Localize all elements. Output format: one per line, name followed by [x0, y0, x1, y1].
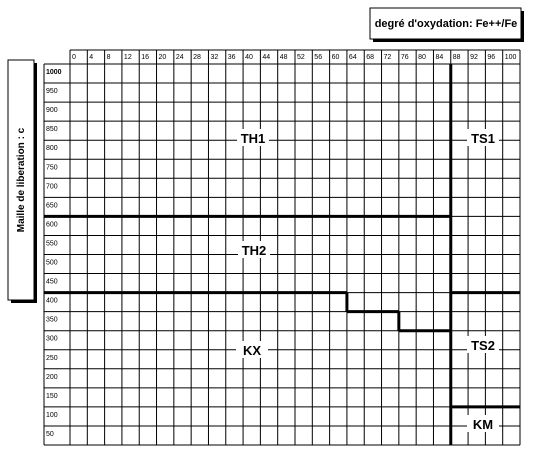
row-label: 900 [46, 107, 58, 114]
column-label: 32 [210, 54, 218, 61]
row-label: 50 [46, 431, 54, 438]
column-label: 36 [228, 54, 236, 61]
column-label: 12 [124, 54, 132, 61]
column-label: 8 [107, 54, 111, 61]
region-label-bg [467, 129, 499, 146]
row-label: 950 [46, 88, 58, 95]
column-label: 88 [453, 54, 461, 61]
column-label: 92 [470, 54, 478, 61]
row-label: 500 [46, 260, 58, 267]
row-label: 750 [46, 164, 58, 171]
column-label: 60 [332, 54, 340, 61]
region-label-bg [237, 129, 269, 146]
column-label: 4 [89, 54, 93, 61]
row-label: 400 [46, 298, 58, 305]
row-label: 250 [46, 355, 58, 362]
column-label: 44 [262, 54, 270, 61]
column-label: 52 [297, 54, 305, 61]
region-label: KM [473, 417, 493, 432]
y-axis-label: Maille de liberation : c [16, 127, 27, 232]
row-label: 1000 [46, 69, 62, 76]
column-label: 100 [505, 54, 517, 61]
row-label: 600 [46, 221, 58, 228]
row-label: 700 [46, 183, 58, 190]
row-label: 100 [46, 412, 58, 419]
column-label: 84 [435, 54, 443, 61]
column-label: 24 [176, 54, 184, 61]
row-label: 350 [46, 317, 58, 324]
row-label: 200 [46, 374, 58, 381]
y-label-box [7, 59, 35, 301]
title: degré d'oxydation: Fe++/Fe [375, 18, 518, 30]
row-label: 650 [46, 202, 58, 209]
region-label-bg [236, 341, 268, 358]
grid: 0 4 8 12 16 20 24 28 32 36 40 44 48 52 56 60 64 68 72 76 80 8… [43, 49, 521, 446]
column-label: 48 [280, 54, 288, 61]
column-label: 80 [418, 54, 426, 61]
region-label-bg [467, 336, 499, 353]
row-label: 450 [46, 279, 58, 286]
row-label: 800 [46, 145, 58, 152]
column-label: 72 [384, 54, 392, 61]
column-label: 56 [314, 54, 322, 61]
region-label: KX [243, 343, 261, 358]
column-label: 68 [366, 54, 374, 61]
row-label: 150 [46, 393, 58, 400]
row-label: 550 [46, 240, 58, 247]
region-label: TH2 [242, 243, 267, 258]
column-label: 64 [349, 54, 357, 61]
row-label: 850 [46, 126, 58, 133]
column-label: 96 [487, 54, 495, 61]
region-label: TS1 [471, 131, 495, 146]
column-label: 20 [159, 54, 167, 61]
column-label: 16 [141, 54, 149, 61]
column-label: 28 [193, 54, 201, 61]
region-label-bg [238, 241, 270, 258]
column-label: 76 [401, 54, 409, 61]
column-label: 40 [245, 54, 253, 61]
region-label: TS2 [471, 338, 495, 353]
region-label: TH1 [241, 131, 266, 146]
region-label-bg [467, 415, 499, 432]
title-box [369, 7, 522, 40]
column-label: 0 [72, 54, 76, 61]
row-label: 300 [46, 336, 58, 343]
